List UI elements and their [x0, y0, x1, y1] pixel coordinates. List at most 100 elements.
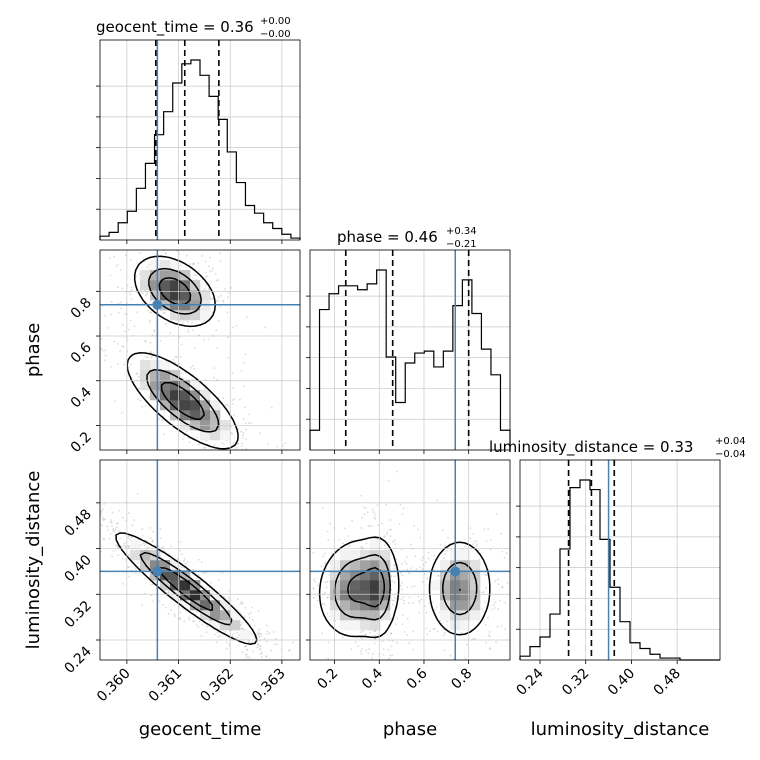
- sample-point: [144, 294, 147, 297]
- sample-point: [381, 522, 384, 525]
- sample-point: [197, 262, 200, 265]
- y-tick-label-luminosity_distance-1: 0.32: [61, 598, 94, 631]
- sample-point: [312, 587, 315, 589]
- sample-point: [251, 619, 254, 621]
- sample-point: [148, 396, 151, 399]
- sample-point: [126, 566, 129, 569]
- sample-point: [185, 430, 188, 433]
- density-cell: [370, 570, 381, 581]
- sample-point: [213, 376, 216, 379]
- density-cell: [440, 610, 451, 621]
- density-cell: [380, 550, 391, 561]
- sample-point: [244, 645, 247, 648]
- sample-point: [226, 311, 229, 314]
- sample-point: [123, 542, 126, 545]
- sample-point: [250, 633, 253, 635]
- sample-point: [234, 471, 236, 473]
- sample-point: [116, 263, 119, 266]
- sample-point: [327, 538, 330, 541]
- sample-point: [70, 506, 72, 508]
- sample-point: [259, 635, 262, 638]
- sample-point: [196, 436, 199, 439]
- sample-point: [389, 654, 391, 657]
- sample-point: [260, 651, 263, 654]
- sample-point: [402, 613, 404, 616]
- panel-luminosity-distance-vs-geocent-time: [70, 459, 312, 701]
- sample-point: [424, 605, 426, 608]
- sample-point: [188, 441, 191, 444]
- sample-point: [324, 581, 327, 584]
- sample-point: [217, 396, 220, 399]
- sample-point: [175, 356, 178, 359]
- sample-point: [160, 418, 163, 421]
- panel-2-0-frame: [99, 459, 301, 661]
- sample-point: [141, 604, 144, 607]
- sample-point: [102, 519, 105, 522]
- sample-point: [163, 433, 166, 436]
- sample-point: [395, 470, 398, 473]
- density-cell: [210, 600, 221, 611]
- sample-point: [483, 573, 486, 576]
- sample-point: [393, 567, 396, 570]
- sample-point: [297, 684, 299, 686]
- sample-point: [205, 587, 208, 590]
- sample-point: [399, 504, 402, 506]
- sample-point: [257, 631, 260, 633]
- density-layer: [70, 492, 312, 701]
- title-luminosity-distance-plus: +0.04: [715, 436, 746, 447]
- sample-point: [381, 640, 384, 642]
- sample-point: [395, 677, 397, 679]
- sample-point: [389, 519, 392, 521]
- density-cell: [210, 410, 221, 421]
- sample-point: [367, 524, 370, 527]
- sample-point: [178, 363, 181, 365]
- density-cell: [340, 570, 351, 581]
- sample-point: [192, 263, 195, 266]
- sample-point: [152, 352, 155, 355]
- sample-point: [204, 271, 207, 274]
- sample-point: [415, 567, 418, 570]
- sample-point: [327, 657, 329, 660]
- sample-point: [390, 589, 393, 591]
- sample-point: [344, 527, 347, 530]
- sample-point: [386, 533, 389, 536]
- sample-point: [251, 650, 254, 653]
- sample-point: [226, 489, 228, 491]
- sample-point: [249, 611, 252, 614]
- sample-point: [425, 627, 428, 630]
- sample-point: [100, 511, 102, 514]
- density-cell: [200, 410, 211, 421]
- sample-point: [383, 544, 386, 546]
- sample-point: [204, 447, 206, 449]
- sample-point: [310, 699, 312, 701]
- sample-point: [124, 559, 127, 561]
- sample-point: [266, 630, 269, 633]
- density-cell: [460, 610, 471, 621]
- sample-point: [233, 414, 235, 417]
- sample-point: [400, 581, 403, 584]
- sample-point: [187, 321, 189, 323]
- sample-point: [163, 232, 165, 234]
- sample-point: [329, 522, 332, 525]
- sample-point: [243, 615, 246, 618]
- sample-point: [388, 528, 391, 531]
- sample-point: [322, 555, 325, 558]
- sample-point: [162, 246, 164, 248]
- sample-point: [108, 257, 111, 260]
- sample-point: [393, 539, 396, 542]
- sample-point: [400, 562, 403, 565]
- title-phase-label: phase = 0.46: [337, 228, 438, 246]
- sample-point: [497, 608, 500, 610]
- sample-point: [403, 599, 405, 602]
- sample-point: [306, 680, 308, 682]
- sample-point: [312, 587, 315, 590]
- sample-point: [243, 362, 246, 365]
- sample-point: [142, 542, 145, 545]
- sample-point: [144, 340, 147, 342]
- sample-point: [243, 472, 245, 474]
- sample-point: [192, 568, 195, 571]
- density-cell: [340, 580, 351, 591]
- density-cell: [350, 610, 361, 621]
- density-cell: [440, 580, 451, 591]
- sample-point: [221, 442, 224, 444]
